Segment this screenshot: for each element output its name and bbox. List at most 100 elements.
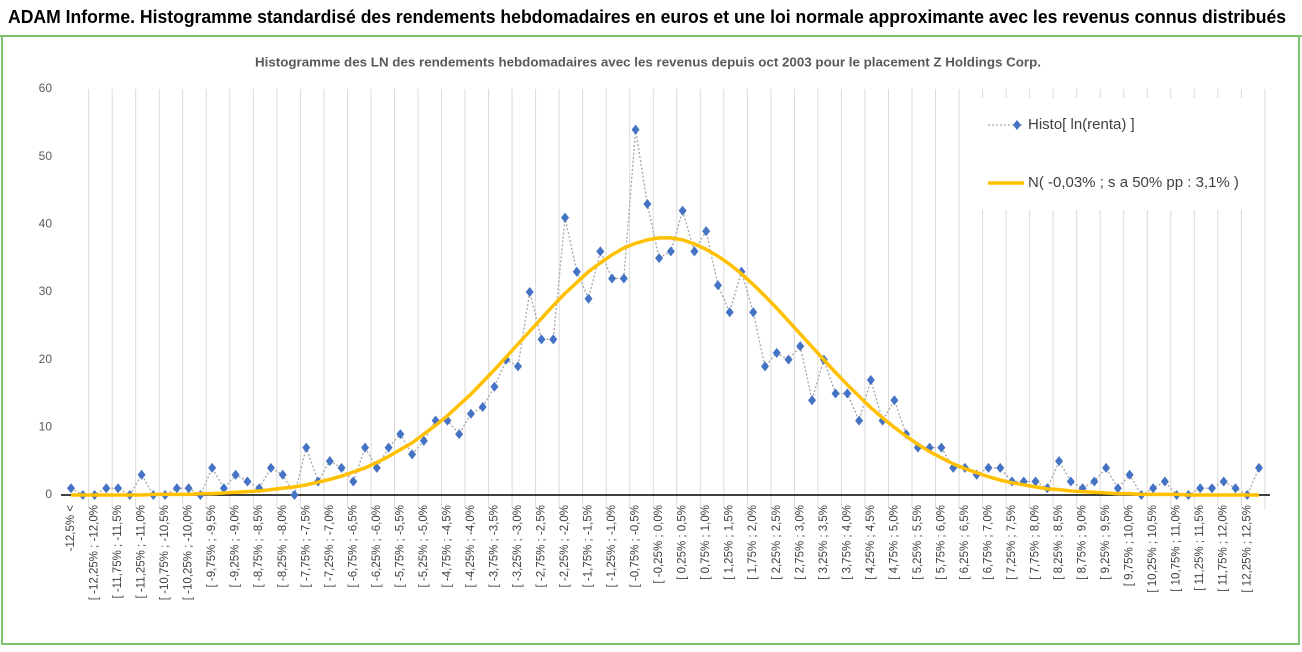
legend-box [962,98,1262,210]
y-tick-label: 20 [39,352,53,366]
histogram-point [396,429,405,440]
histogram-point [1102,462,1111,473]
histogram-point [361,442,370,453]
x-tick-label: [ 0,25% ; 0,5% [677,505,689,580]
histogram-point [419,435,428,446]
histogram-point [513,361,522,372]
legend-label: N( -0,03% ; s a 50% pp : 3,1% ) [1028,174,1239,191]
histogram-point [525,287,534,297]
histogram-point [1090,476,1099,487]
x-tick-label: [ -9,25% ; -9,0% [230,505,242,587]
x-tick-label: [ 8,75% ; 9,0% [1077,505,1089,580]
legend-label: Histo[ ln(renta) ] [1028,116,1135,133]
histogram-point [231,469,240,480]
x-tick-label: [ -10,25% ; -10,0% [183,505,195,600]
histogram-point [67,483,75,494]
x-tick-label: [ -3,25% ; -3,0% [512,505,524,587]
histogram-point [690,246,699,257]
histogram-point [372,462,381,473]
x-tick-label: [ -1,75% ; -1,5% [583,505,595,587]
y-tick-label: 60 [39,81,53,95]
histogram-point [302,442,311,453]
histogram-point [1066,476,1075,487]
histogram-point [1031,476,1040,487]
histogram-point [784,354,793,365]
histogram-point [549,334,558,345]
histogram-point [243,476,252,487]
histogram-point [466,408,475,419]
histogram-point [749,307,758,318]
histogram-point [337,462,346,473]
x-tick-label: [ 6,75% ; 7,0% [982,505,994,580]
histogram-point [172,483,181,494]
x-tick-label: [ 7,75% ; 8,0% [1030,505,1042,580]
x-tick-label: -12,5% < [65,505,77,552]
histogram-point [996,462,1005,473]
histogram-point [760,361,769,372]
x-tick-label: [ 10,25% ; 10,5% [1147,505,1159,593]
x-tick-label: [ -8,25% ; -8,0% [277,505,289,587]
histogram-point [325,456,334,467]
histogram-point [266,462,275,473]
histogram-point [984,462,993,473]
x-tick-label: [ 2,75% ; 3,0% [794,505,806,580]
histogram-point [678,205,687,216]
histogram-point [596,246,605,257]
x-tick-label: [ -5,25% ; -5,0% [418,505,430,587]
histogram-point [772,347,781,358]
histogram-point [290,490,299,500]
x-tick-label: [ 5,75% ; 6,0% [935,505,947,580]
legend-marker [1013,120,1021,130]
x-tick-label: [ 12,25% ; 12,5% [1241,505,1253,593]
histogram-point [184,483,193,494]
x-tick-label: [ 5,25% ; 5,5% [912,505,924,580]
histogram-point [102,483,111,494]
x-tick-label: [ -5,75% ; -5,5% [394,505,406,587]
x-tick-label: [ 8,25% ; 8,5% [1053,505,1065,580]
y-tick-label: 0 [45,487,52,501]
axes: 0 10 20 30 40 50 60 -12,5% < [ -12,25% ; -12,0% [… [39,81,1270,600]
x-tick-label: [ 2,25% ; 2,5% [771,505,783,580]
legend: Histo[ ln(renta) ] N( -0,03% ; s a 50% pp… [962,98,1262,210]
x-tick-label: [ 1,75% ; 2,0% [747,505,759,580]
histogram-point [808,395,817,406]
x-tick-label: [ -11,25% ; -11,0% [136,505,148,599]
y-tick-label: 10 [39,420,53,434]
histogram-point [1255,462,1263,473]
x-tick-label: [ 4,75% ; 5,0% [888,505,900,580]
x-tick-label: [ -1,25% ; -1,0% [606,505,618,587]
x-tick-label: [ 7,25% ; 7,5% [1006,505,1018,580]
histogram-point [831,388,840,399]
histogram-point [608,273,617,284]
x-tick-label: [ -7,25% ; -7,0% [324,505,336,587]
y-tick-label: 50 [39,149,53,163]
x-tick-label: [ -6,75% ; -6,5% [347,505,359,587]
histogram-point [1160,476,1169,487]
histogram-point [937,442,946,453]
histogram-point [631,124,640,135]
x-tick-label: [ 11,25% ; 11,5% [1194,505,1206,591]
histogram-point [1113,483,1122,494]
histogram-point [855,415,864,426]
chart-title: Histogramme des LN des rendements hebdom… [255,54,1041,69]
x-tick-label: [ -10,75% ; -10,5% [159,505,171,600]
histogram-point [1055,456,1064,467]
histogram-point [1125,469,1134,480]
histogram-point [643,199,652,210]
histogram-point [219,483,228,494]
x-tick-label: [ 1,25% ; 1,5% [724,505,736,580]
y-tick-label: 40 [39,217,53,231]
histogram-point [702,226,711,237]
histogram-point [866,374,875,385]
x-tick-label: [ -6,25% ; -6,0% [371,505,383,587]
histogram-point [1207,483,1216,494]
x-tick-label: [ 9,75% ; 10,0% [1124,505,1136,586]
x-tick-label: [ 11,75% ; 12,0% [1218,505,1230,592]
histogram-point [208,462,217,473]
histogram-point [455,429,464,440]
histogram-point [572,266,581,277]
x-tick-label: [ -4,75% ; -4,5% [441,505,453,587]
histogram-point [655,253,664,264]
histogram-point [1231,483,1240,494]
